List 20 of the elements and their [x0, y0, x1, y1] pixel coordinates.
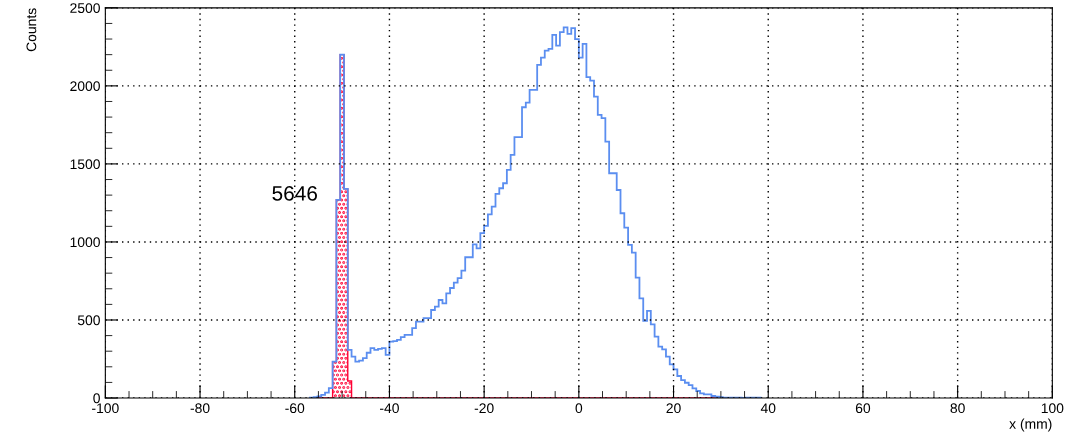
- x-tick-label: -40: [380, 403, 399, 414]
- x-tick-label: 0: [575, 403, 583, 414]
- y-tick-label: 0: [93, 393, 100, 404]
- y-tick-label: 2500: [70, 3, 100, 13]
- x-axis-title: x (mm): [1009, 418, 1052, 432]
- annotation: 5646: [272, 185, 317, 201]
- y-tick-label: 1500: [70, 159, 100, 170]
- x-tick-label: -60: [285, 403, 305, 414]
- y-tick-label: 1000: [70, 237, 100, 248]
- x-tick-label: -20: [474, 403, 494, 414]
- x-tick-label: 80: [950, 403, 965, 414]
- x-tick-label: -80: [190, 403, 210, 414]
- x-tick-label: 60: [855, 403, 871, 414]
- y-axis-title: Counts: [26, 8, 37, 52]
- y-tick-label: 2000: [70, 81, 100, 92]
- x-tick-label: 20: [666, 403, 681, 414]
- x-tick-label: 100: [1041, 403, 1064, 414]
- y-tick-label: 500: [77, 315, 100, 326]
- x-tick-label: 40: [760, 403, 776, 414]
- x-tick-label: -100: [92, 403, 119, 414]
